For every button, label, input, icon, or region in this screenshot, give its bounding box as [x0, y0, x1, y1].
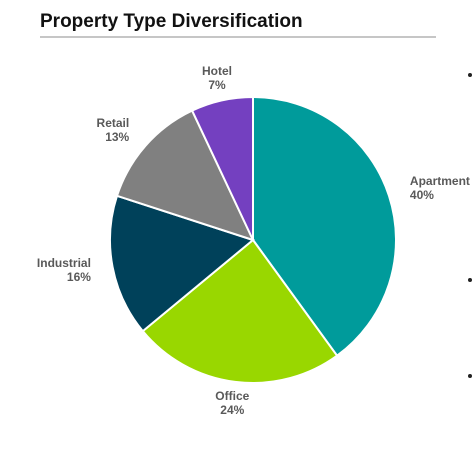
pie-slice: [115, 109, 255, 242]
slice-value-label: 40%: [410, 188, 434, 202]
slice-value-label: 7%: [208, 78, 226, 92]
slice-label: Retail: [97, 116, 130, 130]
pie-slice: [141, 238, 339, 384]
slice-label: Hotel: [202, 64, 232, 78]
bullet: [468, 278, 472, 282]
slice-label: Office: [215, 389, 249, 403]
bullet: [468, 73, 472, 77]
pie-slice: [190, 95, 254, 241]
chart-title: Property Type Diversification: [40, 11, 303, 32]
slice-value-label: 16%: [67, 270, 91, 284]
bullet: [468, 374, 472, 378]
pie-slice: [109, 194, 256, 333]
pie-slice: [252, 95, 397, 358]
slice-value-label: 13%: [105, 130, 129, 144]
slice-label: Apartment: [410, 174, 470, 188]
slice-value-label: 24%: [220, 403, 244, 417]
slice-label: Industrial: [37, 256, 91, 270]
